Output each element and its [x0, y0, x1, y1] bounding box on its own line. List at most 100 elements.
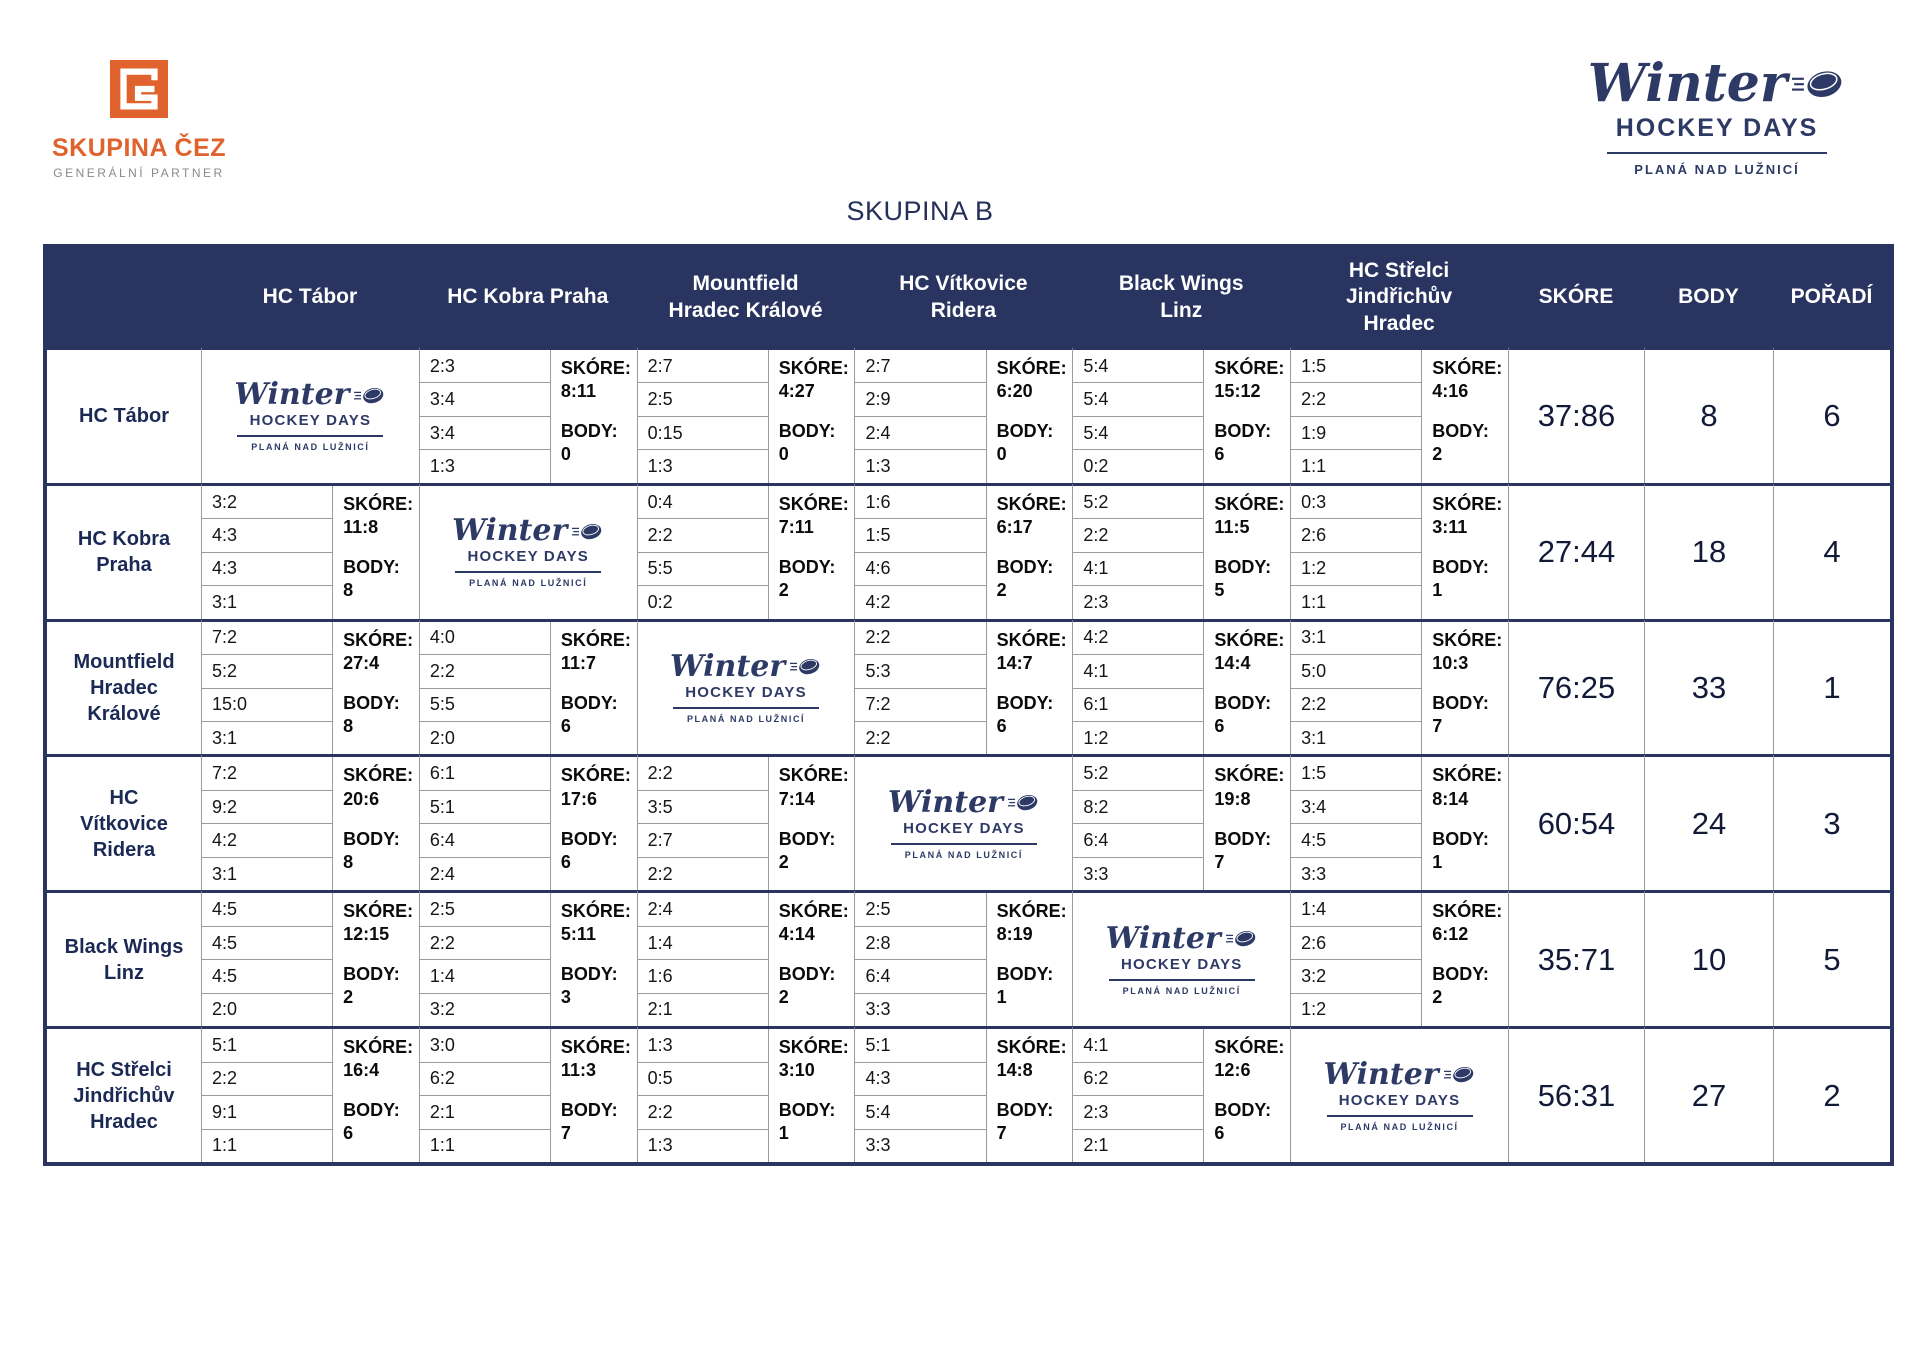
logo-place-text: PLANÁ NAD LUŽNICÍ: [904, 849, 1023, 860]
match-score: 6:4: [1073, 824, 1204, 858]
points-label: BODY:: [343, 964, 400, 985]
match-score: 2:2: [637, 519, 768, 553]
rank-cell: 5: [1772, 890, 1890, 1027]
self-match-logo-cell: Winter HOCKEY DAYS PLANÁ NAD LUŽNICÍ: [1072, 890, 1291, 1027]
points-block: BODY: 6: [1214, 692, 1288, 738]
match-cell: 3:1 5:0 2:2 3:1 SKÓRE: 10:3 BODY: 7: [1290, 618, 1508, 755]
points-block: BODY: 6: [561, 692, 635, 738]
match-score: 3:2: [202, 486, 333, 520]
points-value: 1: [1432, 851, 1443, 872]
points-value: 6: [343, 1123, 354, 1144]
match-cell: 2:3 3:4 3:4 1:3 SKÓRE: 8:11 BODY: 0: [418, 347, 637, 483]
points-label: BODY:: [1214, 556, 1272, 577]
hockey-puck-icon: [354, 386, 386, 405]
logo-script-row: Winter: [888, 787, 1040, 818]
match-score: 2:0: [429, 727, 455, 748]
match-cell: 2:5 2:2 1:4 3:2 SKÓRE: 5:11 BODY: 3: [418, 890, 637, 1027]
team-row-header: HC Kobra Praha: [47, 482, 201, 619]
points-block: BODY: 1: [779, 1099, 853, 1145]
match-score: 0:4: [637, 486, 768, 520]
points-block: BODY: 6: [997, 692, 1071, 738]
score-total-value: 11:8: [343, 516, 379, 537]
self-match-logo-cell: Winter HOCKEY DAYS PLANÁ NAD LUŽNICÍ: [201, 347, 419, 483]
match-score: 1:9: [1291, 417, 1422, 451]
score-total-value: 14:8: [996, 1060, 1033, 1081]
match-score: 5:0: [1291, 655, 1422, 689]
team-row-header: HC Vítkovice Ridera: [47, 754, 201, 891]
match-score: 2:1: [1083, 1135, 1109, 1156]
match-score: 1:2: [1301, 999, 1327, 1020]
match-score: 2:1: [647, 999, 673, 1020]
match-scores-column: 4:1 6:2 2:3 2:1: [1073, 1029, 1205, 1162]
match-cell: 4:1 6:2 2:3 2:1 SKÓRE: 12:6 BODY: 6: [1072, 1026, 1291, 1162]
match-score: 1:1: [429, 1135, 455, 1156]
points-value: 3: [560, 987, 571, 1008]
match-scores-column: 5:2 8:2 6:4 3:3: [1073, 757, 1205, 891]
match-score: 4:0: [419, 622, 550, 656]
match-score: 1:5: [855, 519, 986, 553]
match-cell: 0:4 2:2 5:5 0:2 SKÓRE: 7:11 BODY: 2: [636, 482, 855, 619]
score-total-label: SKÓRE:: [778, 1037, 849, 1058]
match-score: 2:3: [1083, 591, 1109, 612]
cell-totals-column: SKÓRE: 8:11 BODY: 0: [551, 350, 637, 483]
points-label: BODY:: [1432, 692, 1489, 713]
cell-totals-column: SKÓRE: 19:8 BODY: 7: [1204, 757, 1290, 890]
points-value: 6: [1214, 1123, 1225, 1144]
match-score: 9:2: [202, 791, 333, 825]
score-total-value: 3:10: [778, 1060, 815, 1081]
hockey-puck-icon: [1443, 1065, 1476, 1084]
points-value: 6: [1214, 444, 1225, 465]
match-score: 5:5: [419, 689, 550, 723]
match-score: 6:1: [419, 757, 550, 791]
points-label: BODY:: [996, 964, 1054, 985]
match-score: 5:2: [1073, 486, 1204, 520]
match-scores-column: 0:3 2:6 1:2 1:1: [1291, 485, 1423, 619]
match-score: 4:6: [855, 553, 986, 587]
hockey-days-text: HOCKEY DAYS: [1120, 955, 1243, 973]
hockey-days-text: HOCKEY DAYS: [1615, 114, 1819, 142]
match-scores-column: 6:1 5:1 6:4 2:4: [419, 757, 551, 891]
total-column-header: SKÓRE: [1507, 248, 1644, 347]
logo-place-text: PLANÁ NAD LUŽNICÍ: [686, 714, 806, 725]
match-score: 3:0: [419, 1029, 550, 1063]
points-block: BODY: 8: [343, 828, 417, 874]
score-total-label: SKÓRE:: [996, 493, 1067, 514]
cell-totals-column: SKÓRE: 4:27 BODY: 0: [769, 350, 855, 483]
match-score: 3:2: [429, 999, 455, 1020]
match-score: 4:3: [855, 1063, 986, 1097]
match-scores-column: 4:2 4:1 6:1 1:2: [1073, 621, 1205, 755]
match-score: 4:1: [1073, 553, 1204, 587]
match-score: 2:7: [855, 350, 986, 384]
match-score: 3:1: [1291, 622, 1422, 656]
match-score: 0:5: [637, 1063, 768, 1097]
match-score: 6:4: [419, 824, 550, 858]
hockey-puck-icon: [1225, 929, 1258, 948]
match-cell: 1:5 3:4 4:5 3:3 SKÓRE: 8:14 BODY: 1: [1290, 754, 1508, 891]
cell-totals-column: SKÓRE: 10:3 BODY: 7: [1422, 622, 1508, 755]
cell-totals-column: SKÓRE: 4:14 BODY: 2: [769, 893, 855, 1026]
match-score: 2:2: [419, 655, 550, 689]
match-score: 2:5: [855, 893, 986, 927]
page-title: SKUPINA B: [846, 196, 994, 226]
table-corner-cell: [47, 248, 201, 347]
points-block: BODY: 7: [1214, 828, 1288, 874]
match-score: 6:2: [419, 1063, 550, 1097]
score-total-label: SKÓRE:: [1214, 765, 1285, 786]
score-total-value: 12:6: [1214, 1060, 1251, 1081]
match-score: 6:2: [1073, 1063, 1204, 1097]
total-points-cell: 8: [1643, 347, 1773, 483]
match-score: 2:6: [1291, 927, 1422, 961]
score-total-value: 6:20: [996, 381, 1033, 402]
match-scores-column: 2:5 2:8 6:4 3:3: [855, 893, 987, 1027]
cell-totals-column: SKÓRE: 11:7 BODY: 6: [551, 622, 637, 755]
match-scores-column: 2:7 2:9 2:4 1:3: [855, 350, 987, 483]
score-total-value: 17:6: [560, 788, 597, 809]
cell-totals-column: SKÓRE: 8:14 BODY: 1: [1422, 757, 1508, 890]
match-cell: 1:5 2:2 1:9 1:1 SKÓRE: 4:16 BODY: 2: [1290, 347, 1508, 483]
points-block: BODY: 2: [779, 963, 853, 1009]
points-label: BODY:: [1432, 421, 1489, 442]
total-score-cell: 37:86: [1507, 347, 1644, 483]
cell-totals-column: SKÓRE: 6:12 BODY: 2: [1422, 893, 1508, 1026]
rank-cell: 4: [1772, 482, 1890, 619]
points-block: BODY: 1: [1432, 828, 1506, 874]
